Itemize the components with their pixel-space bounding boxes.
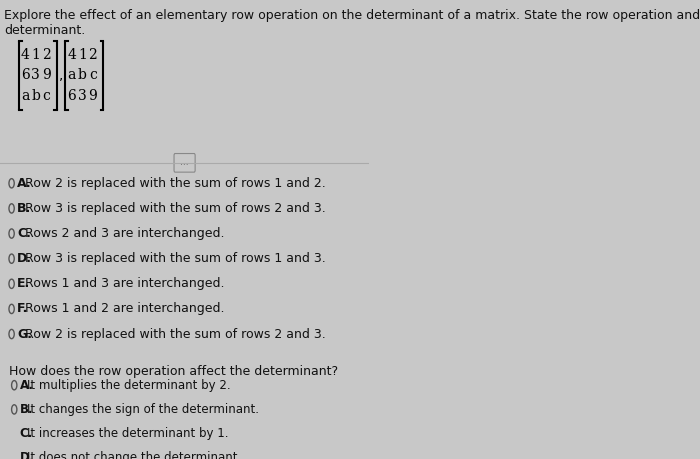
Text: C.: C. xyxy=(20,427,33,440)
Text: 2: 2 xyxy=(88,48,97,62)
Text: Rows 1 and 2 are interchanged.: Rows 1 and 2 are interchanged. xyxy=(25,302,224,315)
Text: determinant.: determinant. xyxy=(4,24,85,37)
Text: 9: 9 xyxy=(88,89,97,103)
Text: It changes the sign of the determinant.: It changes the sign of the determinant. xyxy=(27,403,260,416)
Text: c: c xyxy=(89,68,97,82)
Text: a: a xyxy=(67,68,76,82)
Text: F.: F. xyxy=(17,302,28,315)
Text: a: a xyxy=(21,89,29,103)
Text: 1: 1 xyxy=(32,48,41,62)
Text: E.: E. xyxy=(17,277,30,290)
Text: B.: B. xyxy=(17,202,31,215)
Text: It multiplies the determinant by 2.: It multiplies the determinant by 2. xyxy=(27,379,231,392)
Text: b: b xyxy=(78,68,87,82)
Text: 4: 4 xyxy=(21,48,30,62)
Text: How does the row operation affect the determinant?: How does the row operation affect the de… xyxy=(9,365,338,378)
Text: It does not change the determinant.: It does not change the determinant. xyxy=(27,451,242,459)
Text: Rows 2 and 3 are interchanged.: Rows 2 and 3 are interchanged. xyxy=(25,227,224,240)
Text: 3: 3 xyxy=(32,68,40,82)
Text: D.: D. xyxy=(17,252,32,265)
Text: Row 2 is replaced with the sum of rows 1 and 2.: Row 2 is replaced with the sum of rows 1… xyxy=(25,177,326,190)
Text: Row 3 is replaced with the sum of rows 1 and 3.: Row 3 is replaced with the sum of rows 1… xyxy=(25,252,326,265)
Text: b: b xyxy=(32,89,41,103)
Text: c: c xyxy=(43,89,50,103)
Text: C.: C. xyxy=(17,227,31,240)
Text: 6: 6 xyxy=(21,68,29,82)
Text: Rows 1 and 3 are interchanged.: Rows 1 and 3 are interchanged. xyxy=(25,277,224,290)
Text: Row 2 is replaced with the sum of rows 2 and 3.: Row 2 is replaced with the sum of rows 2… xyxy=(25,328,326,341)
Text: 6: 6 xyxy=(67,89,76,103)
Text: It increases the determinant by 1.: It increases the determinant by 1. xyxy=(27,427,229,440)
Text: A.: A. xyxy=(17,177,32,190)
Text: A.: A. xyxy=(20,379,34,392)
FancyBboxPatch shape xyxy=(174,153,195,172)
Text: 2: 2 xyxy=(42,48,51,62)
Text: ,: , xyxy=(59,68,64,82)
Text: 9: 9 xyxy=(42,68,51,82)
Text: Explore the effect of an elementary row operation on the determinant of a matrix: Explore the effect of an elementary row … xyxy=(4,9,700,22)
Text: ...: ... xyxy=(181,158,189,168)
Text: D.: D. xyxy=(20,451,34,459)
Text: Row 3 is replaced with the sum of rows 2 and 3.: Row 3 is replaced with the sum of rows 2… xyxy=(25,202,326,215)
Text: 4: 4 xyxy=(67,48,76,62)
Text: 1: 1 xyxy=(78,48,87,62)
Text: 3: 3 xyxy=(78,89,87,103)
Text: G.: G. xyxy=(17,328,32,341)
Text: B.: B. xyxy=(20,403,33,416)
